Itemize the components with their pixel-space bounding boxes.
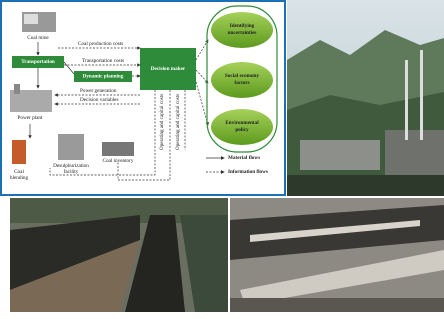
factor-label: Environmental: [225, 120, 259, 126]
coal-blending-icon: [12, 140, 26, 164]
photo-train: [10, 198, 228, 312]
legend-label: Material flows: [228, 155, 260, 161]
edge-label: Power generation: [80, 88, 117, 94]
edge-label: Operating and capital costs: [175, 94, 181, 150]
edge-label: Decision variables: [80, 97, 118, 103]
edge-label: Operating and capital costs: [159, 94, 165, 150]
factor-label: Social economy: [225, 73, 260, 79]
diagram-panel: Coal mine Transportation Power plant Dyn…: [1, 1, 285, 195]
node-label: facility: [64, 168, 79, 175]
node-label: Transportation: [21, 59, 55, 65]
node-label: Coal inventory: [103, 158, 134, 164]
edge-label: Transportation costs: [82, 58, 124, 64]
legend-label: Information flows: [228, 169, 268, 175]
desulphurization-icon: [58, 134, 84, 160]
factor-label: Identifying: [230, 23, 255, 29]
figure: Coal mine Transportation Power plant Dyn…: [0, 0, 444, 314]
factor-label: policy: [235, 127, 249, 133]
factor-label: factors: [234, 80, 249, 86]
node-label: Power plant: [18, 115, 43, 121]
factor-label: uncertainties: [228, 30, 257, 36]
node-label: blending: [10, 175, 29, 181]
node-label: Dynamic planning: [83, 74, 124, 80]
photo-town: [287, 0, 444, 196]
coal-inventory-icon: [102, 142, 134, 156]
page: {"diagram": { "nodes": { "coal_mine": "C…: [0, 0, 444, 314]
node-label: Decision maker: [151, 66, 186, 72]
photo-conveyor: [230, 198, 444, 312]
node-label: Coal mine: [27, 35, 49, 41]
edge-label: Coal production costs: [78, 41, 123, 47]
